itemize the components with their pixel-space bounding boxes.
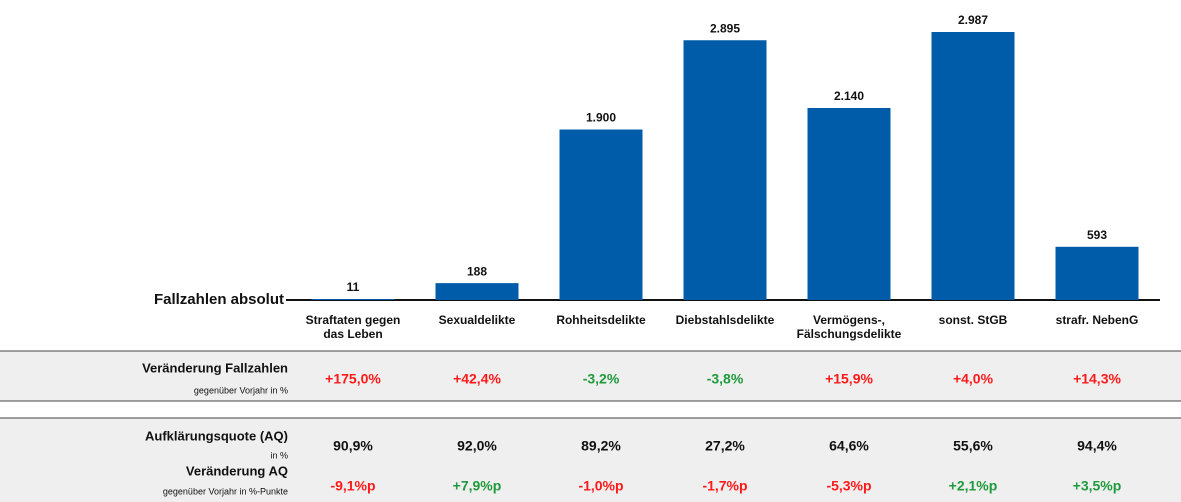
row-sublabel: in %: [270, 450, 288, 460]
bar: [931, 32, 1015, 300]
y-label: Fallzahlen absolut: [154, 291, 284, 308]
row-value: -1,0%p: [578, 478, 623, 494]
row-value: 55,6%: [953, 438, 993, 454]
category-label: Sexualdelikte: [438, 313, 516, 327]
row-value: +14,3%: [1073, 371, 1121, 387]
value-label: 2.140: [834, 89, 864, 103]
row-value: -3,8%: [707, 371, 744, 387]
bar: [683, 40, 767, 301]
category-label: sonst. StGB: [938, 313, 1008, 327]
row-value: +2,1%p: [949, 478, 998, 494]
row-band: [0, 351, 1181, 401]
row-value: +7,9%p: [453, 478, 502, 494]
row-value: -3,2%: [583, 371, 620, 387]
row-sublabel: gegenüber Vorjahr in %: [194, 385, 288, 395]
value-label: 11: [347, 280, 360, 294]
row-value: -5,3%p: [826, 478, 871, 494]
row-value: -1,7%p: [702, 478, 747, 494]
category-label: Vermögens-, Fälschungsdelikte: [796, 313, 902, 341]
category-label: strafr. NebenG: [1055, 313, 1139, 327]
row-label: Veränderung AQ: [186, 463, 288, 478]
row-band: [0, 418, 1181, 502]
row-label: Veränderung Fallzahlen: [142, 360, 288, 375]
value-label: 2.987: [958, 13, 988, 27]
category-label: Straftaten gegen das Leben: [305, 313, 401, 341]
row-value: +3,5%p: [1073, 478, 1122, 494]
category-label: Diebstahlsdelikte: [675, 313, 775, 327]
row-value: 64,6%: [829, 438, 869, 454]
row-value: 27,2%: [705, 438, 745, 454]
row-value: 89,2%: [581, 438, 621, 454]
value-label: 2.895: [710, 21, 740, 35]
row-value: 92,0%: [457, 438, 497, 454]
row-value: 90,9%: [333, 438, 373, 454]
category-label: Rohheitsdelikte: [556, 313, 646, 327]
row-value: +42,4%: [453, 371, 501, 387]
value-label: 188: [467, 264, 487, 278]
row-value: +15,9%: [825, 371, 873, 387]
bar: [311, 299, 395, 300]
row-label: Aufklärungsquote (AQ): [145, 428, 288, 443]
row-value: +4,0%: [953, 371, 994, 387]
bar: [435, 283, 519, 300]
row-value: 94,4%: [1077, 438, 1117, 454]
bar: [807, 107, 891, 300]
bar: [559, 129, 643, 300]
value-label: 593: [1087, 228, 1107, 242]
row-value: -9,1%p: [330, 478, 375, 494]
value-label: 1.900: [586, 111, 616, 125]
row-value: +175,0%: [325, 371, 381, 387]
row-sublabel: gegenüber Vorjahr in %-Punkte: [163, 486, 288, 496]
bar: [1055, 246, 1139, 300]
